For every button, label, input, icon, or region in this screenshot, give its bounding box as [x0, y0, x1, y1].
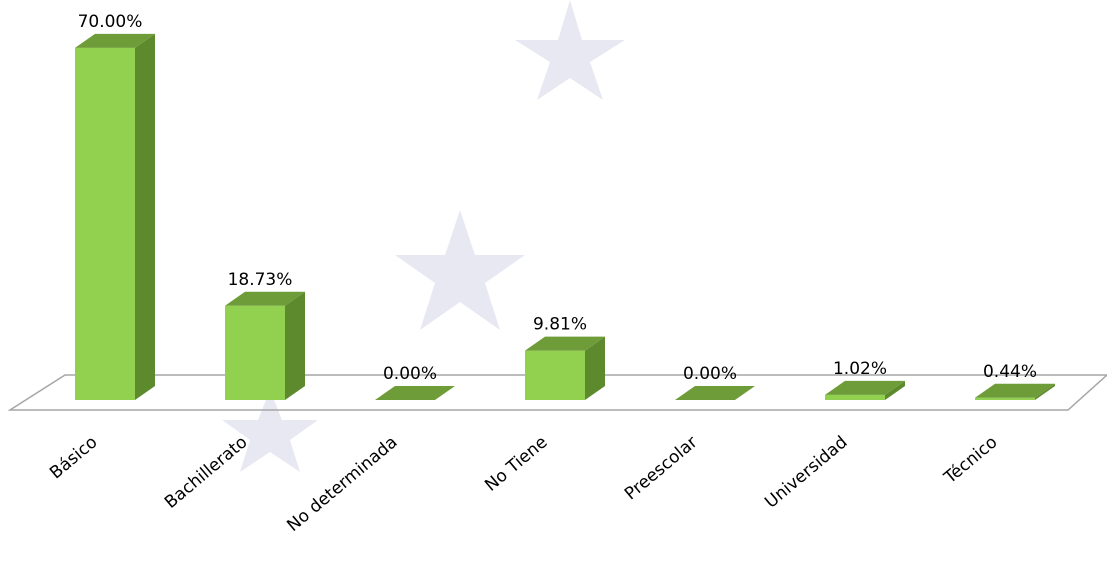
x-tick-label: Básico	[46, 432, 101, 483]
x-tick-label: Bachillerato	[161, 432, 251, 512]
bar-top	[375, 386, 455, 400]
bar	[975, 398, 1035, 400]
bar-side	[135, 34, 155, 400]
x-tick-label: Universidad	[761, 432, 851, 512]
chart: 70.00% Básico 18.73% Bachillerato 0.00% No de…	[0, 0, 1107, 579]
watermark	[222, 0, 625, 472]
x-tick-label: Preescolar	[621, 432, 701, 504]
value-label: 9.81%	[533, 315, 587, 335]
bar-top	[975, 384, 1055, 398]
value-label: 0.44%	[983, 362, 1037, 382]
watermark-star	[395, 210, 525, 330]
bar	[225, 306, 285, 400]
bar-side	[285, 292, 305, 400]
bar	[825, 395, 885, 400]
watermark-star	[515, 0, 625, 100]
x-tick-label: No Tiene	[481, 432, 551, 495]
value-label: 0.00%	[683, 364, 737, 384]
bar	[75, 48, 135, 400]
bar	[525, 351, 585, 400]
value-label: 18.73%	[228, 270, 293, 290]
bar-top	[675, 386, 755, 400]
x-tick-label: No determinada	[283, 432, 401, 536]
value-label: 70.00%	[78, 12, 143, 32]
value-label: 1.02%	[833, 359, 887, 379]
x-tick-label: Técnico	[940, 432, 1002, 488]
value-label: 0.00%	[383, 364, 437, 384]
